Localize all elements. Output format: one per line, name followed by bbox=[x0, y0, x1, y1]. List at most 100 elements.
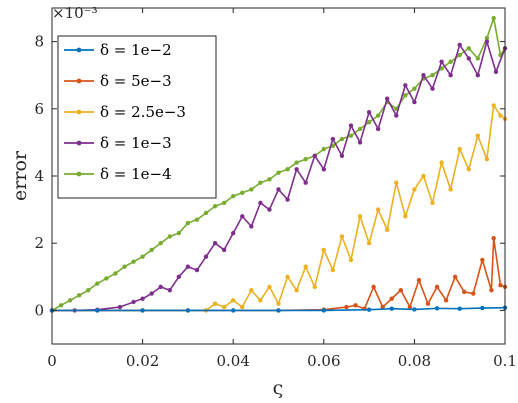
y-tick-label: 2 bbox=[34, 234, 44, 252]
series-2-point bbox=[425, 301, 431, 306]
series-3-point bbox=[430, 200, 435, 206]
series-3-point bbox=[403, 214, 408, 219]
y-exponent-label: ×10⁻³ bbox=[52, 4, 98, 22]
series-5-point bbox=[375, 113, 381, 118]
series-1-point bbox=[276, 308, 281, 313]
series-2-point bbox=[491, 235, 496, 241]
series-2-point bbox=[353, 303, 358, 308]
y-tick-label: 6 bbox=[34, 100, 44, 118]
series-2-point bbox=[452, 274, 458, 279]
legend-swatch-marker bbox=[76, 78, 82, 84]
series-5-point bbox=[140, 254, 145, 259]
series-5-point bbox=[104, 276, 109, 281]
series-3-point bbox=[394, 180, 399, 185]
series-4-point bbox=[158, 284, 163, 290]
series-2-point bbox=[471, 291, 476, 296]
series-5-point bbox=[267, 177, 272, 182]
legend: δ = 1e−2 δ = 5e−3 δ = 2.5e−3 δ = 1e−3 δ = 1e… bbox=[57, 35, 217, 199]
series-5-point bbox=[430, 73, 435, 78]
series-2-point bbox=[462, 289, 467, 295]
series-4-point bbox=[448, 73, 453, 78]
legend-label: δ = 2.5e−3 bbox=[100, 103, 186, 121]
x-axis-ticks: 0 0.02 0.04 0.06 0.08 0.1 bbox=[47, 8, 517, 370]
y-axis-label: error bbox=[9, 150, 31, 201]
series-4-point bbox=[493, 69, 499, 75]
series-3-point bbox=[294, 288, 299, 293]
legend-swatch-marker bbox=[76, 171, 82, 177]
series-3-point bbox=[357, 214, 363, 219]
series-5-point bbox=[294, 160, 299, 165]
series-4-point bbox=[457, 42, 462, 48]
series-4-point bbox=[294, 167, 299, 172]
series-2-point bbox=[380, 304, 385, 310]
series-4-point bbox=[403, 83, 408, 88]
series-4-point bbox=[203, 254, 209, 259]
series-1-point bbox=[140, 308, 145, 313]
legend-box bbox=[57, 35, 217, 199]
series-5-point bbox=[285, 167, 290, 172]
series-5-point bbox=[466, 46, 471, 51]
series-5-point bbox=[167, 234, 172, 239]
series-5-point bbox=[131, 259, 136, 264]
series-1-point bbox=[366, 307, 372, 312]
series-2-point bbox=[498, 283, 503, 288]
series-5-point bbox=[339, 136, 345, 142]
series-4-point bbox=[366, 109, 372, 115]
series-layer bbox=[49, 15, 508, 313]
series-1-point bbox=[185, 308, 191, 313]
series-3-point bbox=[475, 133, 481, 138]
series-5-point bbox=[240, 190, 245, 195]
legend-label: δ = 1e−2 bbox=[100, 41, 172, 59]
series-5-point bbox=[457, 52, 462, 58]
series-5-point bbox=[475, 56, 481, 61]
series-1-point bbox=[95, 308, 100, 313]
series-5-point bbox=[76, 293, 82, 298]
series-3-point bbox=[312, 284, 317, 290]
series-5-point bbox=[176, 230, 182, 236]
series-3-point bbox=[491, 103, 496, 108]
series-1-point bbox=[457, 306, 462, 311]
legend-swatch-marker bbox=[76, 140, 82, 146]
series-3-point bbox=[498, 113, 503, 118]
series-2-point bbox=[489, 288, 494, 293]
series-2-point bbox=[389, 296, 394, 301]
series-5-point bbox=[491, 15, 496, 21]
series-5-point bbox=[86, 288, 91, 293]
series-2-point bbox=[371, 284, 376, 290]
legend-label: δ = 5e−3 bbox=[100, 72, 172, 90]
series-4-point bbox=[221, 247, 227, 253]
series-3-point bbox=[439, 160, 444, 165]
y-axis-ticks: 0 2 4 6 8 bbox=[34, 33, 505, 319]
series-4-line bbox=[52, 40, 506, 312]
legend-label: δ = 1e−3 bbox=[100, 134, 172, 152]
series-4 bbox=[49, 39, 508, 313]
series-4-point bbox=[385, 96, 390, 101]
series-3-point bbox=[484, 157, 490, 162]
series-4-point bbox=[439, 59, 444, 64]
series-4-point bbox=[140, 296, 145, 301]
series-5-point bbox=[58, 303, 64, 308]
series-4-point bbox=[117, 304, 123, 310]
series-1-point bbox=[480, 305, 485, 311]
series-1-point bbox=[389, 306, 394, 311]
series-3-point bbox=[448, 187, 453, 192]
series-3-point bbox=[348, 257, 354, 263]
series-4-point bbox=[285, 197, 290, 202]
series-2-point bbox=[344, 304, 349, 310]
series-4-point bbox=[194, 267, 200, 273]
series-4-point bbox=[249, 224, 254, 229]
series-4-point bbox=[167, 288, 172, 293]
series-4-point bbox=[330, 136, 336, 142]
series-5-point bbox=[212, 204, 218, 209]
series-3-point bbox=[221, 304, 227, 310]
series-2-point bbox=[416, 277, 422, 283]
series-5-point bbox=[258, 180, 263, 185]
series-5-point bbox=[194, 217, 200, 222]
series-4-point bbox=[394, 113, 399, 118]
series-4-point bbox=[430, 86, 435, 91]
series-3-point bbox=[339, 234, 345, 239]
x-tick-label: 0.02 bbox=[126, 352, 159, 370]
series-1-point bbox=[231, 308, 236, 313]
series-3-point bbox=[303, 264, 308, 269]
